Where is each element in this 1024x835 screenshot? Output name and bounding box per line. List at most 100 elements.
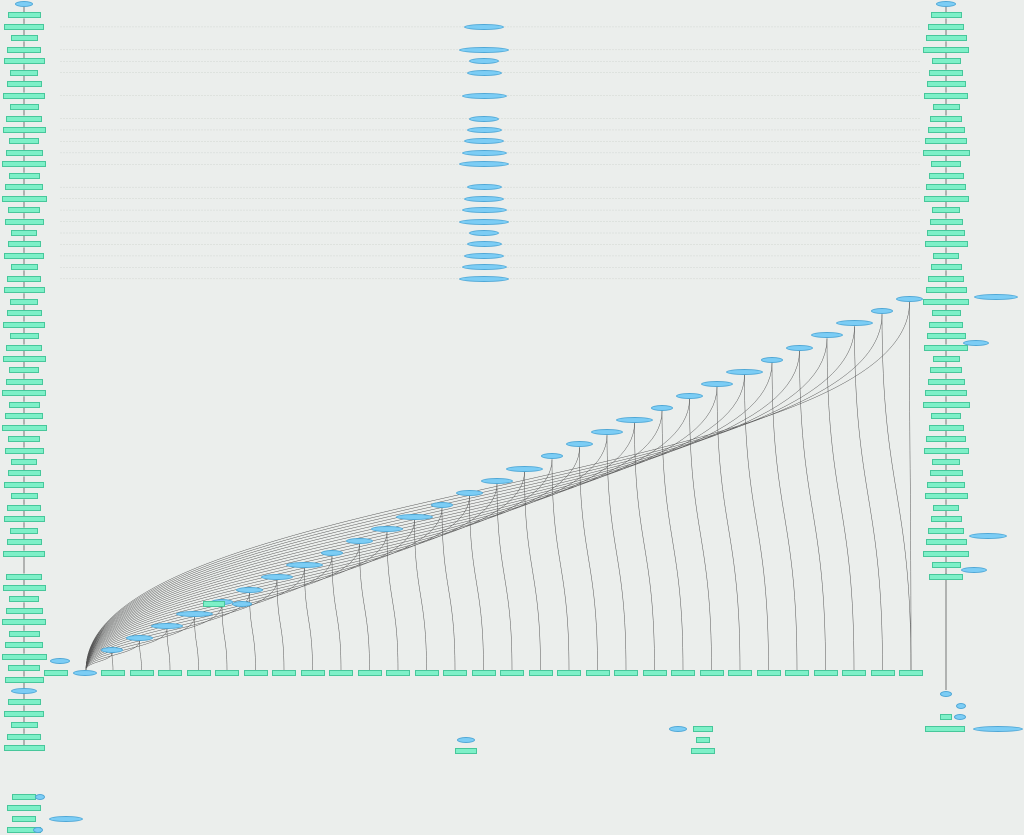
diagram-rect-node: [933, 252, 959, 259]
diagram-oval-node: [954, 714, 966, 720]
diagram-rect-node: [10, 493, 38, 500]
diagram-rect-node: [203, 601, 225, 607]
diagram-rect-node: [12, 816, 36, 822]
diagram-rect-node: [728, 670, 752, 676]
diagram-rect-node: [7, 733, 41, 740]
diagram-rect-node: [691, 748, 715, 754]
diagram-oval-node: [49, 816, 83, 822]
diagram-rect-node: [215, 670, 239, 676]
diagram-rect-node: [5, 607, 43, 614]
diagram-rect-node: [693, 726, 713, 732]
diagram-rect-node: [2, 161, 46, 168]
diagram-rect-node: [922, 401, 970, 408]
edge-curve: [799, 350, 826, 671]
diagram-rect-node: [932, 355, 960, 362]
diagram-rect-node: [929, 573, 963, 580]
diagram-rect-node: [5, 378, 43, 385]
edge-curve: [85, 652, 113, 671]
diagram-rect-node: [7, 46, 41, 53]
diagram-rect-node: [6, 344, 42, 351]
diagram-rect-node: [8, 665, 40, 672]
diagram-rect-node: [1, 424, 47, 431]
edge-curve: [85, 568, 305, 671]
diagram-rect-node: [924, 92, 968, 99]
diagram-oval-node: [963, 340, 989, 346]
diagram-oval-node: [940, 691, 952, 697]
diagram-rect-node: [8, 436, 40, 443]
diagram-rect-node: [300, 670, 325, 676]
diagram-rect-node: [923, 550, 969, 557]
edge-curve: [85, 435, 608, 671]
diagram-rect-node: [929, 321, 963, 328]
diagram-rect-node: [4, 710, 44, 717]
diagram-oval-node: [176, 610, 213, 617]
diagram-rect-node: [2, 390, 46, 397]
diagram-oval-node: [461, 264, 507, 271]
diagram-oval-node: [431, 501, 453, 508]
diagram-rect-node: [243, 670, 268, 676]
diagram-rect-node: [6, 81, 42, 88]
diagram-rect-node: [10, 264, 38, 271]
diagram-rect-node: [928, 424, 964, 431]
diagram-rect-node: [10, 527, 38, 534]
diagram-rect-node: [4, 218, 44, 225]
diagram-oval-node: [371, 526, 403, 532]
diagram-rect-node: [925, 138, 967, 145]
diagram-rect-node: [929, 69, 963, 76]
edge-curve: [689, 398, 712, 671]
edge-curve: [85, 350, 800, 671]
edge-curve: [111, 652, 114, 671]
diagram-oval-node: [466, 241, 502, 248]
diagram-oval-node: [811, 332, 843, 339]
diagram-rect-node: [671, 670, 695, 676]
diagram-rect-node: [7, 805, 41, 811]
diagram-oval-node: [232, 601, 252, 607]
edge-curve: [85, 519, 415, 671]
edge-curve: [579, 447, 598, 671]
diagram-rect-node: [500, 670, 524, 676]
diagram-rect-node: [3, 516, 45, 523]
diagram-rect-node: [926, 81, 966, 88]
diagram-oval-node: [786, 344, 813, 351]
diagram-rect-node: [101, 670, 125, 676]
diagram-rect-node: [44, 670, 68, 676]
edge-curve: [85, 640, 140, 671]
diagram-rect-node: [696, 737, 710, 743]
diagram-rect-node: [931, 562, 961, 569]
edge-curve: [881, 314, 912, 671]
diagram-rect-node: [5, 642, 43, 649]
diagram-rect-node: [927, 378, 965, 385]
diagram-rect-node: [11, 459, 37, 465]
diagram-rect-node: [158, 670, 182, 676]
diagram-rect-node: [7, 12, 41, 19]
edge-curve: [854, 326, 883, 671]
diagram-rect-node: [8, 401, 40, 408]
diagram-oval-node: [669, 726, 687, 732]
diagram-oval-node: [836, 320, 873, 327]
edge-curve: [771, 362, 798, 671]
edge-curve: [276, 580, 285, 671]
diagram-rect-node: [186, 670, 211, 676]
diagram-rect-node: [4, 481, 44, 488]
diagram-rect-node: [930, 367, 962, 374]
diagram-oval-node: [459, 161, 509, 168]
diagram-rect-node: [931, 413, 961, 420]
diagram-oval-node: [871, 308, 893, 315]
diagram-rect-node: [7, 504, 41, 511]
diagram-rect-node: [10, 298, 38, 305]
diagram-rect-node: [8, 172, 40, 179]
diagram-rect-node: [785, 670, 809, 676]
diagram-rect-node: [932, 459, 960, 465]
edge-curve: [909, 302, 912, 671]
diagram-rect-node: [455, 748, 477, 754]
diagram-rect-node: [2, 355, 46, 362]
edge-curve: [194, 616, 199, 671]
diagram-rect-node: [699, 670, 724, 676]
diagram-oval-node: [72, 670, 97, 676]
diagram-rect-node: [10, 722, 38, 729]
diagram-oval-node: [936, 1, 956, 7]
diagram-oval-node: [761, 356, 783, 363]
diagram-oval-node: [261, 574, 293, 581]
diagram-oval-node: [464, 195, 504, 202]
